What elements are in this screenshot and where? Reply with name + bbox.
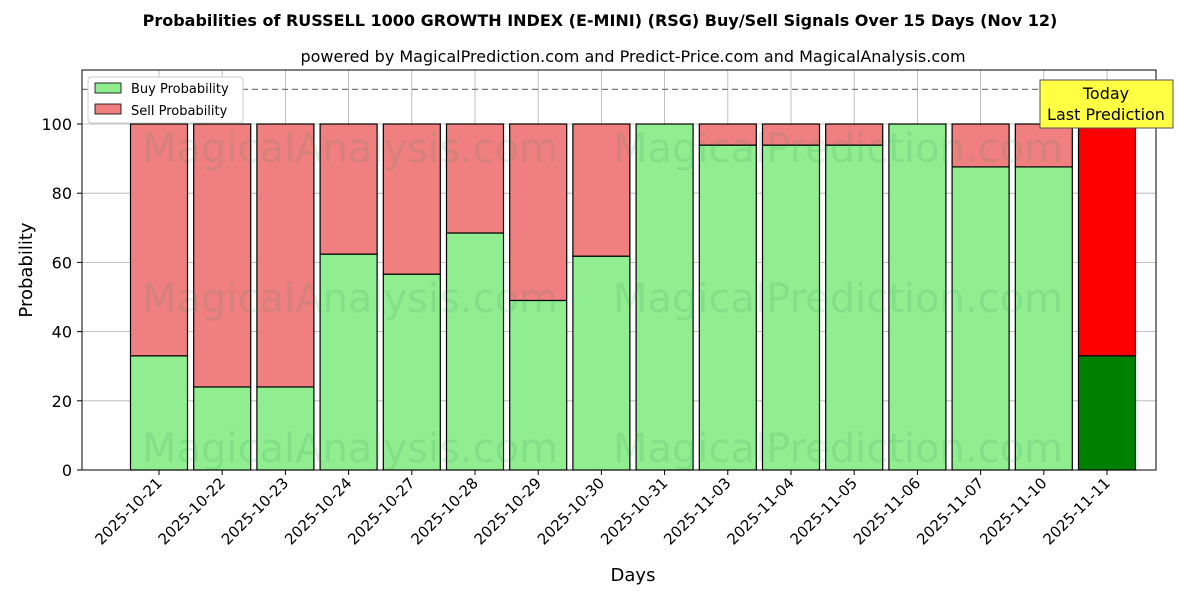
buy-bar xyxy=(761,144,821,471)
y-tick-label: 80 xyxy=(52,184,72,203)
sell-bar xyxy=(572,123,631,257)
buy-bar xyxy=(193,386,252,471)
sell-bar xyxy=(193,123,252,388)
buy-bar xyxy=(825,144,884,471)
legend-sell-swatch xyxy=(94,103,122,115)
x-tick-label: 2025-11-03 xyxy=(660,474,734,548)
y-tick-label: 40 xyxy=(52,323,72,342)
watermark: MagicalPrediction.com xyxy=(613,126,1063,172)
x-axis-label: Days xyxy=(611,565,656,586)
sell-bar xyxy=(129,123,189,357)
plot-frame xyxy=(81,69,1157,471)
annotation-line-2: Last Prediction xyxy=(1047,105,1165,124)
buy-bar xyxy=(1077,355,1137,471)
watermark: MagicalAnalysis.com xyxy=(142,426,558,472)
sell-bar xyxy=(1014,123,1073,168)
x-tick-label: 2025-10-28 xyxy=(407,474,481,548)
x-tick-label: 2025-10-23 xyxy=(218,474,292,548)
watermark: MagicalPrediction.com xyxy=(613,426,1063,472)
buy-bar xyxy=(382,273,441,471)
y-tick-label: 20 xyxy=(52,392,72,411)
legend-buy-label: Buy Probability xyxy=(131,82,229,97)
x-tick-label: 2025-10-27 xyxy=(344,474,418,548)
buy-bar xyxy=(635,123,694,471)
chart-subtitle: powered by MagicalPrediction.com and Pre… xyxy=(300,47,965,66)
x-tick-label: 2025-10-24 xyxy=(281,474,355,548)
buy-bar xyxy=(572,255,631,471)
sell-bar xyxy=(445,123,505,234)
y-tick-label: 100 xyxy=(41,115,72,134)
buy-bar xyxy=(951,166,1010,471)
sell-bar xyxy=(825,123,884,146)
watermark: MagicalAnalysis.com xyxy=(142,276,558,322)
legend-sell-label: Sell Probability xyxy=(131,104,228,119)
x-tick-label: 2025-10-31 xyxy=(597,474,671,548)
x-tick-label: 2025-10-21 xyxy=(91,474,165,548)
legend-buy-swatch xyxy=(94,82,122,94)
x-tick-label: 2025-11-11 xyxy=(1039,474,1113,548)
buy-bar xyxy=(888,123,947,471)
watermark: MagicalAnalysis.com xyxy=(142,126,558,172)
x-tick-label: 2025-10-30 xyxy=(534,474,608,548)
buy-bar xyxy=(445,232,505,471)
sell-bar xyxy=(761,123,821,146)
buy-bar xyxy=(509,299,568,471)
sell-bar xyxy=(319,123,378,255)
annotation-line-1: Today xyxy=(1082,84,1129,103)
buy-bar xyxy=(1014,166,1073,471)
x-tick-label: 2025-11-05 xyxy=(787,474,861,548)
sell-bar xyxy=(382,123,441,275)
legend: Buy Probability Sell Probability xyxy=(87,76,244,124)
watermark: MagicalPrediction.com xyxy=(613,276,1063,322)
sell-bar xyxy=(1077,123,1137,357)
x-tick-label: 2025-11-07 xyxy=(913,474,987,548)
today-annotation: Today Last Prediction xyxy=(1039,79,1174,129)
sell-bar xyxy=(698,123,757,146)
sell-bar xyxy=(951,123,1010,168)
chart-title: Probabilities of RUSSELL 1000 GROWTH IND… xyxy=(143,11,1058,30)
y-tick-label: 60 xyxy=(52,253,72,272)
x-tick-label: 2025-11-04 xyxy=(723,474,797,548)
x-tick-label: 2025-11-10 xyxy=(976,474,1050,548)
sell-bar xyxy=(509,123,568,302)
y-tick-label: 0 xyxy=(62,461,72,480)
y-axis-label: Probability xyxy=(16,222,37,317)
sell-bar xyxy=(256,123,315,388)
x-tick-label: 2025-10-22 xyxy=(155,474,229,548)
x-tick-label: 2025-10-29 xyxy=(471,474,545,548)
buy-bar xyxy=(698,144,757,471)
x-tick-label: 2025-11-06 xyxy=(850,474,924,548)
buy-bar xyxy=(256,386,315,471)
buy-bar xyxy=(319,253,378,471)
